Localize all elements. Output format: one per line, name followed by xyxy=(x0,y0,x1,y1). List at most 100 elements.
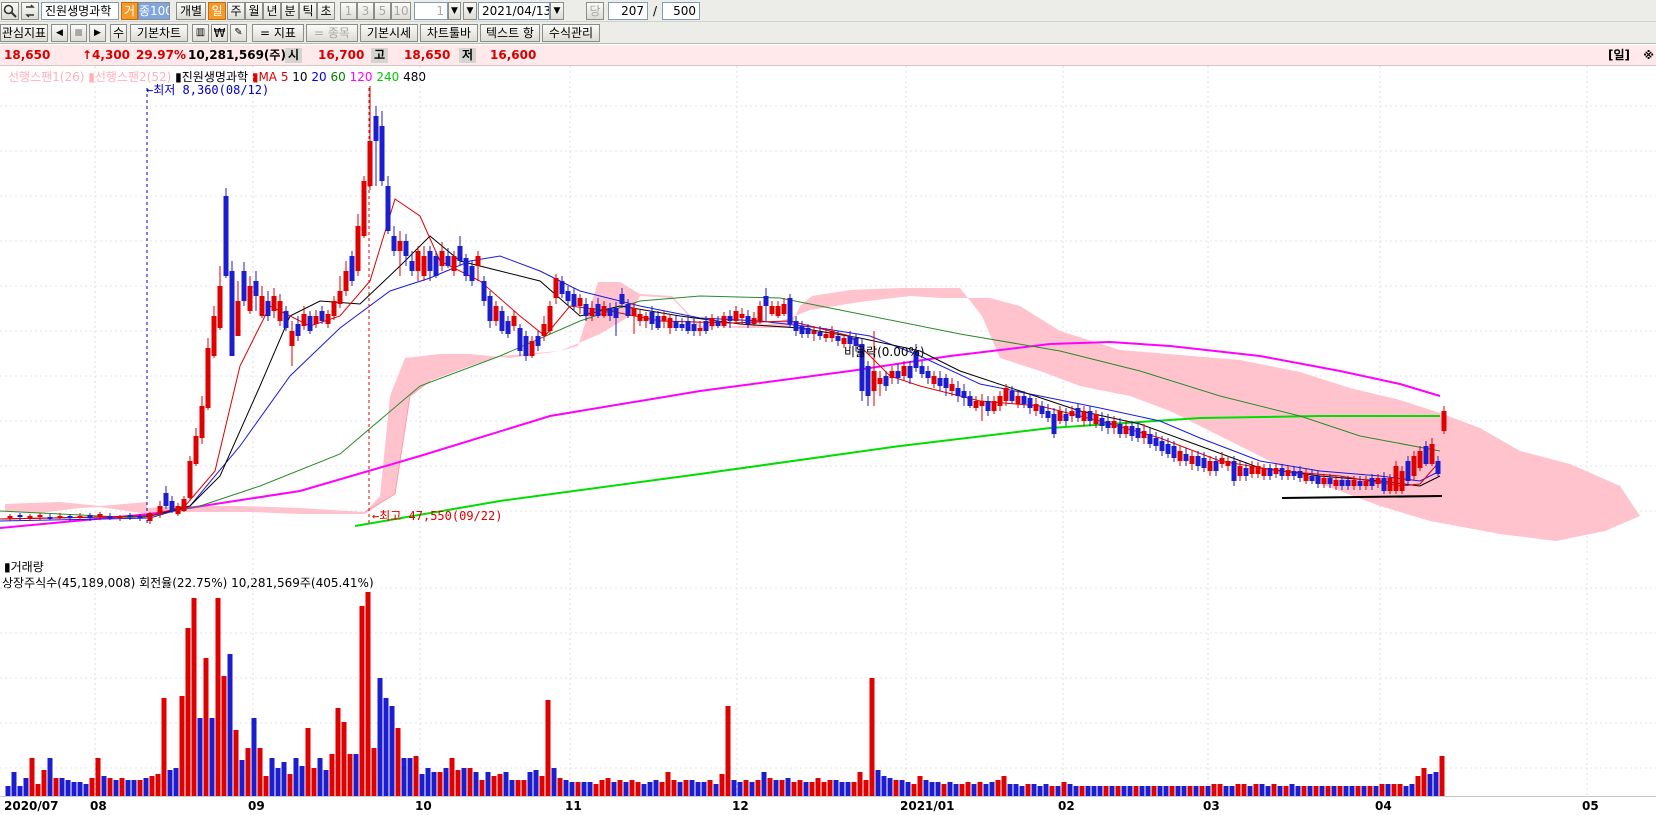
period-year-button[interactable]: 년 xyxy=(263,2,281,20)
candle xyxy=(847,331,853,348)
candle-body xyxy=(703,321,709,331)
slash-separator: / xyxy=(652,4,658,18)
volume-bar xyxy=(221,676,227,796)
stop-icon[interactable]: ■ xyxy=(70,24,87,42)
period-day-button[interactable]: 일 xyxy=(208,2,226,20)
current-button[interactable]: 당 xyxy=(586,2,604,20)
period-month-button[interactable]: 월 xyxy=(245,2,263,20)
candle-body xyxy=(1069,411,1075,416)
candle-body xyxy=(457,246,463,261)
interval-spin-field[interactable]: 1 xyxy=(414,2,448,20)
candle xyxy=(841,334,847,348)
volume-chart[interactable] xyxy=(0,558,1656,796)
volume-bar xyxy=(1097,786,1103,796)
candle xyxy=(379,111,385,186)
cloud-area xyxy=(5,502,147,514)
candle xyxy=(421,246,427,281)
candle-body xyxy=(181,499,187,511)
basic-quote-button[interactable]: 기본시세 xyxy=(360,24,418,42)
candle-body xyxy=(27,516,33,518)
interest-indicator-button[interactable]: 관심지표 xyxy=(0,24,48,42)
volume-unit-button[interactable]: 종100 xyxy=(138,2,170,20)
volume-bar xyxy=(89,778,95,796)
formula-manage-button[interactable]: 수식관리 xyxy=(542,24,600,42)
volume-bar xyxy=(845,782,851,796)
volume-bar xyxy=(233,730,239,796)
date-field[interactable]: 2021/04/13 xyxy=(478,2,550,20)
volume-bar xyxy=(29,758,35,796)
volume-bar xyxy=(1169,786,1175,796)
candle xyxy=(1057,406,1063,424)
volume-bar xyxy=(587,782,593,796)
volume-bar xyxy=(629,780,635,796)
magnifier-icon[interactable] xyxy=(1,2,19,20)
volume-bar xyxy=(1427,774,1433,796)
candle xyxy=(691,318,697,336)
candle-body xyxy=(1399,471,1405,491)
period-minute-button[interactable]: 분 xyxy=(281,2,299,20)
interval-10-button[interactable]: 10 xyxy=(391,2,411,20)
candle xyxy=(187,456,193,500)
candle-body xyxy=(595,304,601,316)
volume-bar xyxy=(509,780,515,796)
candle xyxy=(649,306,655,330)
interval-3-button[interactable]: 3 xyxy=(357,2,374,20)
interval-5-button[interactable]: 5 xyxy=(374,2,391,20)
candle xyxy=(637,310,643,326)
cloud-area xyxy=(147,282,1640,541)
interval-1-button[interactable]: 1 xyxy=(340,2,357,20)
display-count-field[interactable]: 207 xyxy=(608,2,648,20)
volume-bar xyxy=(323,770,329,796)
period-tick-button[interactable]: 틱 xyxy=(299,2,317,20)
candle-body xyxy=(1393,466,1399,491)
candle xyxy=(1285,466,1291,480)
stock-item-button[interactable]: = 종목 xyxy=(306,24,358,42)
individual-button[interactable]: 개별 xyxy=(176,2,206,20)
candle xyxy=(949,378,955,396)
stock-name-field[interactable]: 진원생명과학 xyxy=(41,2,119,20)
candle xyxy=(415,246,421,281)
period-second-button[interactable]: 초 xyxy=(317,2,335,20)
basic-chart-button[interactable]: 기본차트 xyxy=(130,24,188,42)
arrow-left-icon[interactable]: ◀ xyxy=(51,24,68,42)
candle-body xyxy=(799,326,805,334)
candle-body xyxy=(1093,414,1099,424)
chart-toolbar-button[interactable]: 차트툴바 xyxy=(420,24,478,42)
volume-bar xyxy=(953,784,959,796)
bar-chart-icon[interactable]: ▥ xyxy=(192,24,209,42)
volume-bar xyxy=(815,778,821,796)
volume-bar xyxy=(497,774,503,796)
settings-icon[interactable]: ※ xyxy=(1643,49,1654,62)
candle xyxy=(445,248,451,268)
candle-body xyxy=(1141,431,1147,438)
price-chart[interactable]: ←최저 8,360(08/12) ←최고 47,550(09/22) 비율락(0… xyxy=(0,66,1656,556)
volume-bar xyxy=(959,784,965,796)
volume-bar xyxy=(11,772,17,796)
volume-bar xyxy=(593,784,599,796)
volume-toggle-button[interactable]: 거 xyxy=(121,2,138,20)
volume-bar xyxy=(1067,784,1073,796)
volume-bar xyxy=(371,748,377,796)
wrench-icon[interactable]: ✎ xyxy=(230,24,247,42)
chevron-down-icon[interactable]: ▼ xyxy=(463,2,477,20)
arrow-right-icon[interactable]: ▶ xyxy=(89,24,106,42)
candle xyxy=(1441,406,1447,434)
volume-bar xyxy=(1079,786,1085,796)
candle-body xyxy=(1129,426,1135,436)
candle xyxy=(337,276,343,308)
indicator-button[interactable]: = 지표 xyxy=(252,24,304,42)
volume-bar xyxy=(389,706,395,796)
volume-bar xyxy=(755,780,761,796)
su-button[interactable]: 수 xyxy=(110,24,127,42)
date-dropdown-icon[interactable]: ▼ xyxy=(550,2,564,20)
won-button[interactable]: ₩ xyxy=(211,24,228,42)
candle xyxy=(163,486,169,509)
volume-bar xyxy=(995,780,1001,796)
candle-body xyxy=(1273,468,1279,474)
total-count-field[interactable]: 500 xyxy=(662,2,700,20)
text-item-button[interactable]: 텍스트 항 xyxy=(480,24,540,42)
spin-down-icon[interactable]: ▼ xyxy=(448,2,461,20)
period-week-button[interactable]: 주 xyxy=(227,2,245,20)
refresh-icon[interactable] xyxy=(21,2,39,20)
volume-bar xyxy=(713,784,719,796)
